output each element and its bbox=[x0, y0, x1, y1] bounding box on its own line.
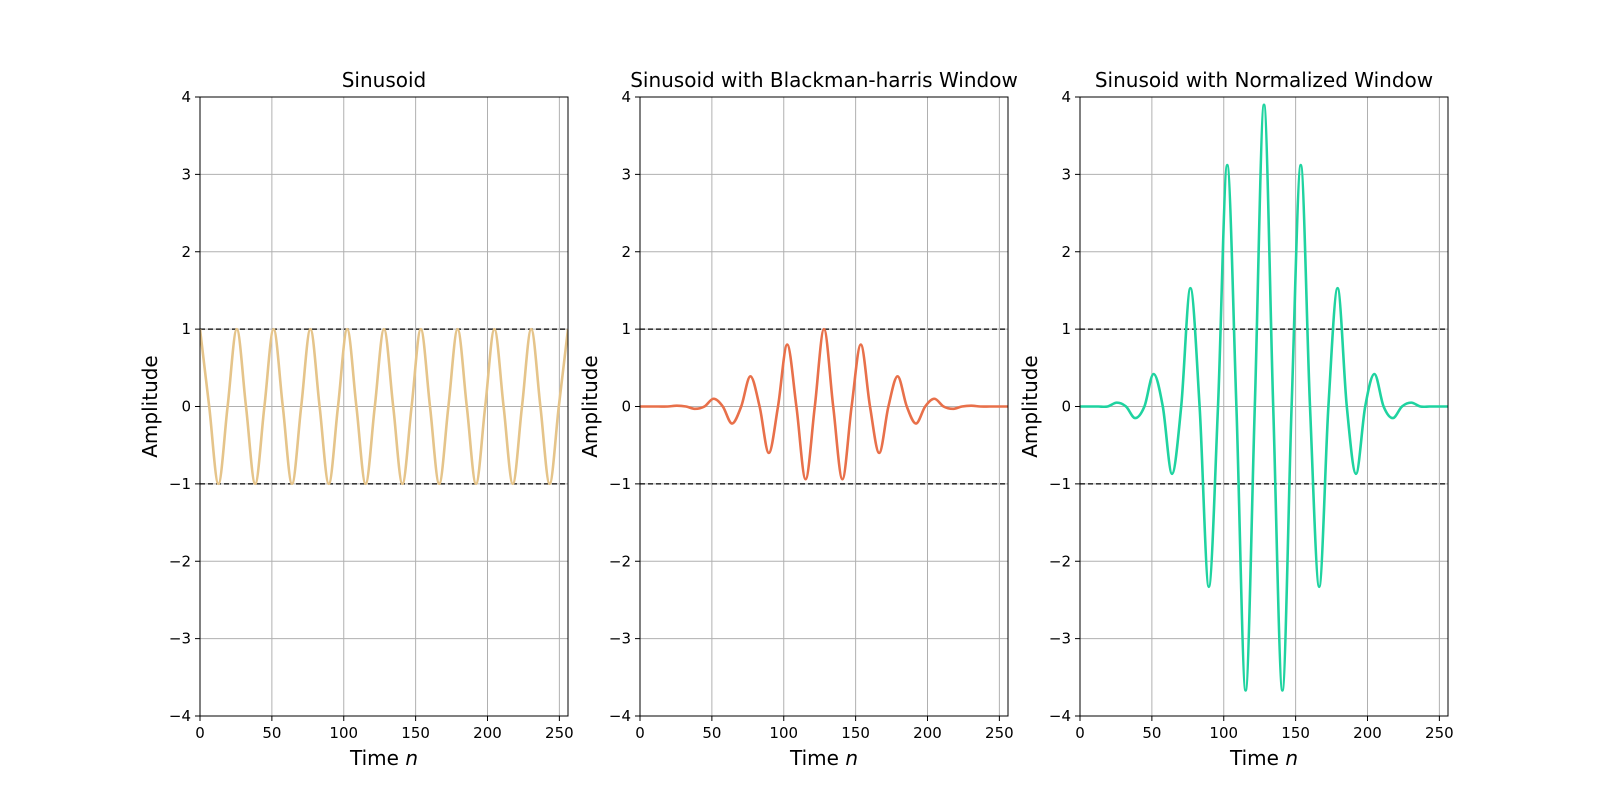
y-axis-label: Amplitude bbox=[138, 355, 162, 458]
y-tick-label: 0 bbox=[621, 398, 631, 416]
y-tick-label: 2 bbox=[181, 243, 191, 261]
y-tick-label: −1 bbox=[609, 475, 631, 493]
y-tick-label: 3 bbox=[181, 165, 191, 183]
chart-panel-1: −4 −3 −2 −1 0 1 2 3 4 0 50 100 150 200 250 Sinusoid Time… bbox=[138, 68, 574, 770]
x-tick-label: 100 bbox=[769, 724, 798, 742]
y-tick-label: −2 bbox=[169, 552, 191, 570]
x-tick-label: 50 bbox=[262, 724, 281, 742]
y-tick-label: −1 bbox=[1049, 475, 1071, 493]
y-tick-label: 0 bbox=[181, 398, 191, 416]
y-tick-label: −4 bbox=[609, 707, 631, 725]
x-tick-label: 200 bbox=[913, 724, 942, 742]
y-tick-label: 1 bbox=[621, 320, 631, 338]
x-tick-label: 250 bbox=[985, 724, 1014, 742]
x-axis-label-variable: n bbox=[1285, 746, 1298, 770]
x-axis-label: Time n bbox=[349, 746, 418, 770]
y-tick-label: −1 bbox=[169, 475, 191, 493]
y-tick-label: 1 bbox=[1061, 320, 1071, 338]
chart-title: Sinusoid bbox=[342, 68, 427, 92]
y-tick-label: −3 bbox=[1049, 630, 1071, 648]
y-tick-label: −2 bbox=[1049, 552, 1071, 570]
x-axis-label-text: Time bbox=[349, 746, 399, 770]
x-tick-label: 0 bbox=[1075, 724, 1085, 742]
y-tick-label: −4 bbox=[169, 707, 191, 725]
x-axis-label: Time n bbox=[1229, 746, 1298, 770]
y-tick-label: −3 bbox=[169, 630, 191, 648]
x-tick-label: 50 bbox=[1142, 724, 1161, 742]
x-tick-label: 0 bbox=[635, 724, 645, 742]
y-tick-label: 0 bbox=[1061, 398, 1071, 416]
x-axis-label-text: Time bbox=[1229, 746, 1279, 770]
chart-panel-3: −4 −3 −2 −1 0 1 2 3 4 0 50 100 150 200 250 Sinusoid wit… bbox=[1018, 68, 1454, 770]
x-tick-label: 200 bbox=[473, 724, 502, 742]
plot-frame bbox=[639, 96, 1009, 717]
x-axis-label-text: Time bbox=[789, 746, 839, 770]
x-axis-label: Time n bbox=[789, 746, 858, 770]
x-axis-label-variable: n bbox=[405, 746, 418, 770]
x-tick-label: 150 bbox=[1281, 724, 1310, 742]
y-tick-label: 1 bbox=[181, 320, 191, 338]
chart-panel-2: −4 −3 −2 −1 0 1 2 3 4 0 50 100 150 200 250 Sinusoid wit… bbox=[578, 68, 1018, 770]
series-line-1 bbox=[1080, 103, 1448, 692]
x-tick-label: 50 bbox=[702, 724, 721, 742]
y-tick-label: 4 bbox=[181, 88, 191, 106]
x-tick-label: 250 bbox=[1425, 724, 1454, 742]
plot-frame bbox=[1079, 96, 1449, 717]
x-tick-label: 0 bbox=[195, 724, 205, 742]
chart-title: Sinusoid with Normalized Window bbox=[1095, 68, 1433, 92]
y-tick-label: −2 bbox=[609, 552, 631, 570]
y-tick-label: −3 bbox=[609, 630, 631, 648]
y-tick-label: 4 bbox=[1061, 88, 1071, 106]
y-axis-label: Amplitude bbox=[1018, 355, 1042, 458]
x-tick-label: 100 bbox=[1209, 724, 1238, 742]
series-line-1 bbox=[200, 327, 568, 486]
y-axis-label: Amplitude bbox=[578, 355, 602, 458]
x-tick-label: 250 bbox=[545, 724, 574, 742]
y-tick-label: 4 bbox=[621, 88, 631, 106]
chart-title: Sinusoid with Blackman-harris Window bbox=[630, 68, 1018, 92]
plot-frame bbox=[199, 96, 569, 717]
x-tick-label: 150 bbox=[841, 724, 870, 742]
y-tick-label: 3 bbox=[1061, 165, 1071, 183]
y-tick-label: −4 bbox=[1049, 707, 1071, 725]
y-tick-label: 3 bbox=[621, 165, 631, 183]
y-tick-label: 2 bbox=[621, 243, 631, 261]
x-tick-label: 200 bbox=[1353, 724, 1382, 742]
x-axis-label-variable: n bbox=[845, 746, 858, 770]
series-line-1 bbox=[640, 327, 1008, 481]
x-tick-label: 150 bbox=[401, 724, 430, 742]
y-tick-label: 2 bbox=[1061, 243, 1071, 261]
x-tick-label: 100 bbox=[329, 724, 358, 742]
